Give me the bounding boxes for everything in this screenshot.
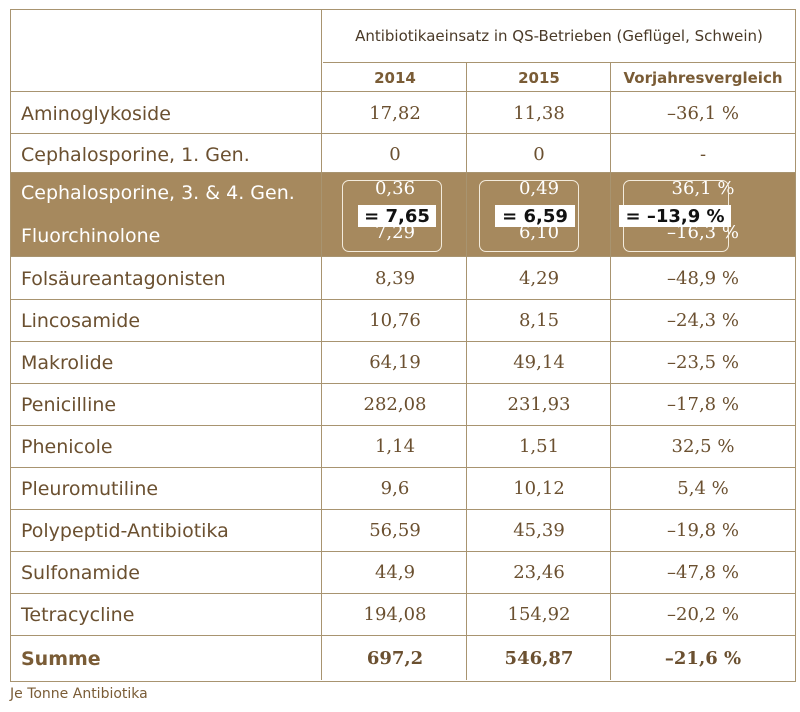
total-2015: 546,87 bbox=[504, 648, 574, 669]
row-label: Pleuromutiline bbox=[21, 477, 159, 500]
value-2015: 11,38 bbox=[513, 103, 565, 124]
row-divider bbox=[11, 341, 795, 342]
row-divider bbox=[11, 593, 795, 594]
row-label: Polypeptid-Antibiotika bbox=[21, 519, 229, 542]
row-label: Fluorchinolone bbox=[21, 224, 161, 247]
row-divider bbox=[11, 467, 795, 468]
value-2014: 8,39 bbox=[374, 268, 416, 289]
value-2014: 194,08 bbox=[363, 604, 427, 625]
row-divider bbox=[11, 383, 795, 384]
value-2015: 0 bbox=[533, 144, 545, 165]
total-label: Summe bbox=[21, 647, 101, 670]
row-divider bbox=[11, 172, 795, 173]
row-label: Aminoglykoside bbox=[21, 102, 171, 125]
column-header-2014: 2014 bbox=[374, 68, 416, 87]
row-divider bbox=[11, 425, 795, 426]
header-divider bbox=[323, 62, 795, 63]
combined-2015: = 6,59 bbox=[495, 205, 575, 227]
row-divider bbox=[11, 551, 795, 552]
total-2014: 697,2 bbox=[366, 648, 424, 669]
antibiotic-table: Antibiotikaeinsatz in QS-Betrieben (Gefl… bbox=[10, 9, 796, 682]
value-2015: 23,46 bbox=[513, 562, 565, 583]
combined-change: = –13,9 % bbox=[619, 205, 731, 227]
table-row: Pleuromutiline 9,6 10,12 5,4 % bbox=[11, 468, 795, 509]
value-2015: 154,92 bbox=[507, 604, 571, 625]
value-2014: 64,19 bbox=[369, 352, 421, 373]
value-2014: 7,29 bbox=[374, 222, 416, 243]
value-2015: 6,10 bbox=[518, 222, 560, 243]
row-divider bbox=[11, 635, 795, 636]
row-label: Folsäureantagonisten bbox=[21, 267, 226, 290]
value-2014: 10,76 bbox=[369, 310, 421, 331]
row-label: Lincosamide bbox=[21, 309, 141, 332]
column-header-comparison: Vorjahresvergleich bbox=[623, 68, 783, 87]
value-2014: 0,36 bbox=[374, 178, 416, 199]
row-label: Cephalosporine, 1. Gen. bbox=[21, 143, 250, 166]
column-divider bbox=[610, 63, 611, 680]
value-change: 32,5 % bbox=[671, 436, 735, 457]
row-label: Cephalosporine, 3. & 4. Gen. bbox=[21, 181, 295, 204]
total-row: Summe 697,2 546,87 –21,6 % bbox=[11, 638, 795, 679]
value-2015: 49,14 bbox=[513, 352, 565, 373]
value-2015: 45,39 bbox=[513, 520, 565, 541]
table-row: Polypeptid-Antibiotika 56,59 45,39 –19,8 % bbox=[11, 510, 795, 551]
table-row: Fluorchinolone 7,29 6,10 –16,3 % bbox=[11, 215, 795, 256]
footnote: Je Tonne Antibiotika bbox=[10, 686, 148, 702]
column-header-2015: 2015 bbox=[518, 68, 560, 87]
table-row: Phenicole 1,14 1,51 32,5 % bbox=[11, 426, 795, 467]
combined-2014: = 7,65 bbox=[358, 205, 436, 227]
value-change: –47,8 % bbox=[667, 562, 739, 583]
table-row: Cephalosporine, 3. & 4. Gen. 0,36 0,49 3… bbox=[11, 172, 795, 213]
value-change: –36,1 % bbox=[667, 103, 739, 124]
row-label: Phenicole bbox=[21, 435, 113, 458]
value-change: 36,1 % bbox=[671, 178, 735, 199]
value-2015: 231,93 bbox=[507, 394, 571, 415]
table-row: Cephalosporine, 1. Gen. 0 0 - bbox=[11, 134, 795, 175]
value-2014: 56,59 bbox=[369, 520, 421, 541]
row-label: Makrolide bbox=[21, 351, 114, 374]
value-change: –16,3 % bbox=[667, 222, 739, 243]
row-divider bbox=[11, 256, 795, 257]
table-row: Makrolide 64,19 49,14 –23,5 % bbox=[11, 342, 795, 383]
value-2015: 8,15 bbox=[518, 310, 560, 331]
highlight-band: Cephalosporine, 3. & 4. Gen. 0,36 0,49 3… bbox=[11, 172, 795, 256]
value-2015: 1,51 bbox=[518, 436, 560, 457]
value-2014: 9,6 bbox=[380, 478, 410, 499]
table-row: Penicilline 282,08 231,93 –17,8 % bbox=[11, 384, 795, 425]
table-row: Sulfonamide 44,9 23,46 –47,8 % bbox=[11, 552, 795, 593]
value-2014: 1,14 bbox=[374, 436, 416, 457]
table-row: Lincosamide 10,76 8,15 –24,3 % bbox=[11, 300, 795, 341]
table-row: Tetracycline 194,08 154,92 –20,2 % bbox=[11, 594, 795, 635]
value-change: –48,9 % bbox=[667, 268, 739, 289]
value-2015: 10,12 bbox=[513, 478, 565, 499]
column-divider bbox=[321, 10, 322, 680]
value-change: –20,2 % bbox=[667, 604, 739, 625]
value-change: 5,4 % bbox=[677, 478, 729, 499]
value-2015: 0,49 bbox=[518, 178, 560, 199]
column-divider bbox=[466, 63, 467, 680]
value-change: –24,3 % bbox=[667, 310, 739, 331]
value-change: - bbox=[699, 144, 707, 165]
row-divider bbox=[11, 299, 795, 300]
value-2014: 44,9 bbox=[374, 562, 416, 583]
value-2015: 4,29 bbox=[518, 268, 560, 289]
table-row: Folsäureantagonisten 8,39 4,29 –48,9 % bbox=[11, 258, 795, 299]
value-2014: 0 bbox=[389, 144, 401, 165]
bracket-2014 bbox=[342, 180, 442, 252]
bracket-2015 bbox=[479, 180, 579, 252]
value-change: –23,5 % bbox=[667, 352, 739, 373]
value-2014: 282,08 bbox=[363, 394, 427, 415]
value-change: –17,8 % bbox=[667, 394, 739, 415]
value-2014: 17,82 bbox=[369, 103, 421, 124]
row-label: Tetracycline bbox=[21, 603, 135, 626]
table-row: Aminoglykoside 17,82 11,38 –36,1 % bbox=[11, 93, 795, 134]
row-divider bbox=[11, 509, 795, 510]
row-label: Sulfonamide bbox=[21, 561, 140, 584]
header-divider bbox=[11, 91, 795, 92]
table-header-title: Antibiotikaeinsatz in QS-Betrieben (Gefl… bbox=[355, 27, 763, 45]
row-label: Penicilline bbox=[21, 393, 117, 416]
value-change: –19,8 % bbox=[667, 520, 739, 541]
row-divider bbox=[11, 133, 795, 134]
total-change: –21,6 % bbox=[664, 648, 742, 669]
